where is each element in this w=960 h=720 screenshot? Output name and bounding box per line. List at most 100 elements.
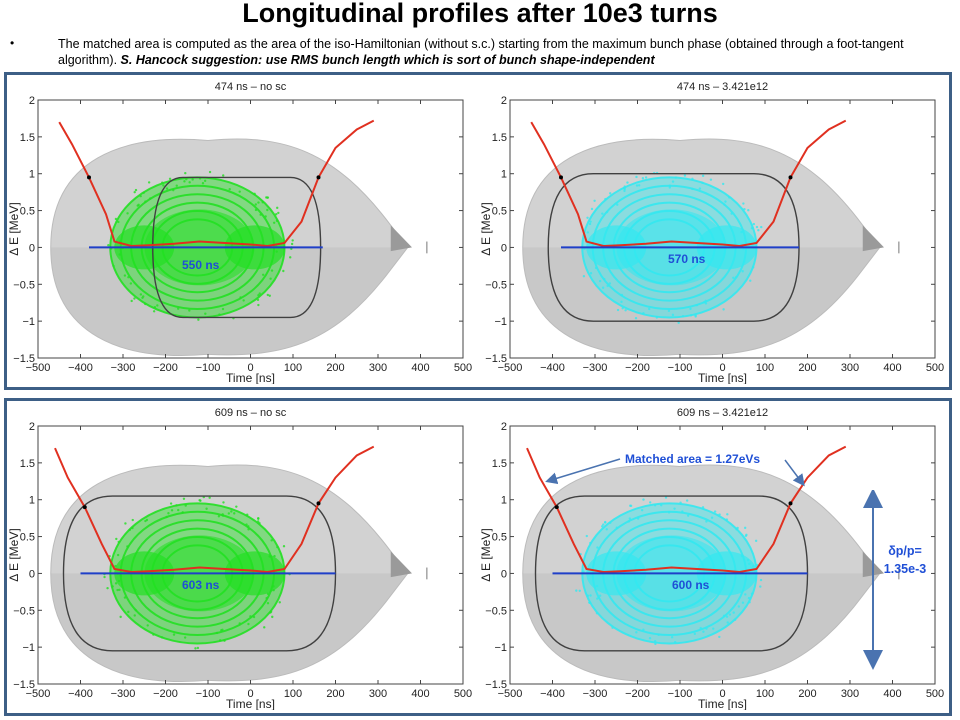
- particle: [594, 266, 598, 270]
- particle: [176, 307, 180, 310]
- y-tick-label: 0: [29, 568, 35, 580]
- bullet-marker: •: [10, 36, 15, 50]
- x-tick-label: 200: [326, 688, 344, 700]
- particle: [123, 274, 127, 277]
- x-tick-label: −200: [625, 688, 650, 700]
- particle: [276, 206, 279, 210]
- dpp-label-line1: δp/p=: [888, 544, 922, 558]
- particle: [115, 537, 118, 541]
- x-tick-label: −100: [668, 688, 693, 700]
- particle: [732, 611, 735, 614]
- particle: [270, 539, 273, 542]
- x-tick-label: −500: [498, 688, 523, 700]
- y-tick-label: −1: [494, 316, 507, 328]
- x-tick-label: 500: [454, 362, 472, 374]
- y-tick-label: 2: [29, 95, 35, 107]
- x-tick-label: 200: [326, 362, 344, 374]
- particle: [230, 510, 233, 513]
- particle: [254, 203, 257, 206]
- particle: [119, 574, 122, 577]
- particle: [126, 545, 129, 548]
- particle: [137, 203, 140, 207]
- profile-marker: [316, 175, 321, 180]
- particle: [640, 509, 644, 512]
- particle: [133, 297, 136, 300]
- y-tick-label: −1.5: [485, 353, 507, 365]
- particle: [156, 304, 159, 307]
- particle: [117, 579, 121, 583]
- particle: [595, 584, 599, 588]
- particle: [752, 565, 755, 568]
- particle: [635, 184, 639, 187]
- particle: [593, 199, 596, 202]
- particle: [221, 628, 224, 632]
- particle: [170, 509, 174, 512]
- profile-marker: [788, 175, 793, 180]
- particle: [752, 222, 756, 226]
- rms-label-bottom-left: 603 ns: [182, 578, 220, 592]
- particle: [139, 293, 143, 296]
- x-tick-label: −500: [26, 688, 51, 700]
- x-tick-label: −200: [625, 362, 650, 374]
- y-tick-label: 1.5: [492, 132, 507, 144]
- y-tick-label: 2: [501, 421, 507, 433]
- particle: [221, 307, 225, 311]
- particle: [609, 521, 612, 524]
- particle: [588, 222, 592, 226]
- particle: [589, 272, 593, 275]
- particle: [152, 310, 156, 313]
- particle: [142, 191, 145, 194]
- x-tick-label: −500: [498, 362, 523, 374]
- y-tick-label: −0.5: [13, 605, 35, 617]
- particle: [634, 316, 638, 320]
- profile-marker: [559, 175, 563, 180]
- particle: [144, 200, 147, 203]
- particle: [744, 593, 747, 596]
- particle: [257, 517, 260, 520]
- particle: [602, 523, 605, 526]
- matched-contour: [534, 495, 809, 652]
- particle: [586, 231, 589, 234]
- particle: [182, 497, 186, 500]
- particle: [730, 212, 733, 215]
- particle: [721, 182, 725, 186]
- particle: [733, 618, 737, 621]
- y-tick-label: −1.5: [13, 679, 35, 691]
- particle: [578, 589, 581, 592]
- y-tick-label: 2: [29, 421, 35, 433]
- particle: [623, 185, 626, 188]
- bullet-text: The matched area is computed as the area…: [58, 36, 948, 68]
- particle: [130, 299, 133, 303]
- matched-contour: [152, 176, 322, 319]
- particle: [636, 517, 640, 520]
- particle: [169, 502, 173, 505]
- particle: [249, 615, 252, 618]
- particle: [114, 217, 118, 221]
- particle: [205, 507, 208, 510]
- particle: [215, 631, 219, 635]
- particle: [753, 570, 757, 573]
- rms-label-top-left: 550 ns: [182, 258, 220, 272]
- particle: [273, 554, 276, 558]
- x-tick-label: 300: [369, 688, 387, 700]
- particle: [725, 615, 729, 618]
- particle: [709, 178, 713, 181]
- particle: [681, 510, 684, 513]
- particle: [606, 284, 609, 288]
- particle: [103, 575, 106, 579]
- profile-curve: [526, 445, 847, 573]
- x-tick-label: 100: [756, 688, 774, 700]
- particle: [282, 269, 285, 273]
- x-axis-label: Time [ns]: [226, 371, 275, 384]
- particle: [118, 588, 121, 592]
- x-tick-label: −100: [196, 688, 221, 700]
- particle: [131, 518, 134, 522]
- y-tick-label: −1.5: [13, 353, 35, 365]
- particle: [743, 526, 747, 530]
- particle: [201, 182, 205, 185]
- particle: [748, 562, 751, 566]
- particle: [601, 212, 604, 215]
- particle: [161, 181, 164, 184]
- bucket-tip: [390, 225, 412, 252]
- particle: [139, 194, 142, 198]
